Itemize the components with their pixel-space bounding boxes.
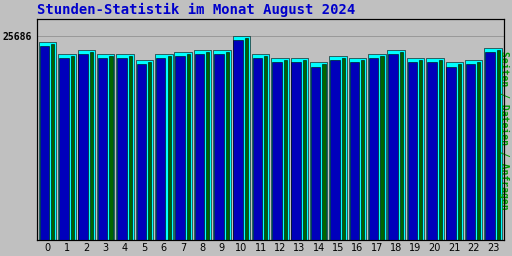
Bar bbox=[129, 56, 132, 240]
Bar bbox=[272, 62, 282, 240]
Bar bbox=[342, 58, 345, 240]
Bar bbox=[419, 60, 422, 240]
Bar bbox=[98, 58, 108, 240]
Bar bbox=[458, 65, 461, 240]
Bar bbox=[350, 62, 359, 240]
Bar bbox=[323, 65, 326, 240]
Bar bbox=[167, 56, 170, 240]
Bar bbox=[226, 52, 229, 240]
Bar bbox=[426, 58, 443, 240]
Bar bbox=[137, 65, 146, 240]
Bar bbox=[117, 58, 127, 240]
Bar bbox=[427, 62, 437, 240]
Y-axis label: Seiten / Dateien / Anfragen: Seiten / Dateien / Anfragen bbox=[499, 51, 509, 209]
Bar bbox=[380, 56, 383, 240]
Bar bbox=[110, 56, 113, 240]
Bar bbox=[445, 62, 463, 240]
Bar bbox=[148, 62, 151, 240]
Bar bbox=[368, 54, 386, 240]
Bar bbox=[439, 60, 442, 240]
Bar bbox=[484, 48, 502, 240]
Bar bbox=[465, 60, 482, 240]
Bar bbox=[497, 50, 500, 240]
Bar bbox=[71, 56, 74, 240]
Bar bbox=[136, 60, 153, 240]
Bar bbox=[40, 46, 49, 240]
Bar bbox=[175, 56, 185, 240]
Bar bbox=[369, 58, 378, 240]
Bar bbox=[291, 62, 301, 240]
Bar bbox=[39, 42, 56, 240]
Bar bbox=[485, 52, 495, 240]
Bar bbox=[253, 58, 262, 240]
Bar bbox=[388, 54, 398, 240]
Bar bbox=[284, 60, 287, 240]
Bar bbox=[407, 58, 424, 240]
Bar bbox=[195, 54, 204, 240]
Bar bbox=[97, 54, 115, 240]
Bar bbox=[187, 54, 190, 240]
Bar bbox=[466, 65, 475, 240]
Bar bbox=[245, 38, 248, 240]
Bar bbox=[291, 58, 308, 240]
Bar bbox=[51, 44, 54, 240]
Bar bbox=[303, 60, 306, 240]
Bar bbox=[400, 52, 403, 240]
Bar bbox=[271, 58, 289, 240]
Bar bbox=[78, 50, 95, 240]
Bar bbox=[90, 52, 93, 240]
Bar bbox=[78, 54, 88, 240]
Bar bbox=[156, 58, 165, 240]
Bar bbox=[233, 40, 243, 240]
Bar bbox=[206, 52, 209, 240]
Bar bbox=[194, 50, 211, 240]
Text: Stunden-Statistik im Monat August 2024: Stunden-Statistik im Monat August 2024 bbox=[37, 3, 355, 17]
Bar bbox=[329, 56, 347, 240]
Bar bbox=[264, 56, 267, 240]
Bar bbox=[214, 54, 224, 240]
Bar bbox=[477, 62, 480, 240]
Bar bbox=[408, 62, 417, 240]
Bar bbox=[361, 60, 364, 240]
Bar bbox=[330, 60, 340, 240]
Bar bbox=[232, 36, 250, 240]
Bar bbox=[310, 62, 328, 240]
Bar bbox=[349, 58, 366, 240]
Bar bbox=[388, 50, 405, 240]
Bar bbox=[213, 50, 230, 240]
Bar bbox=[58, 54, 76, 240]
Bar bbox=[175, 52, 192, 240]
Bar bbox=[116, 54, 134, 240]
Bar bbox=[59, 58, 69, 240]
Bar bbox=[252, 54, 269, 240]
Bar bbox=[446, 67, 456, 240]
Bar bbox=[311, 67, 321, 240]
Bar bbox=[155, 54, 173, 240]
